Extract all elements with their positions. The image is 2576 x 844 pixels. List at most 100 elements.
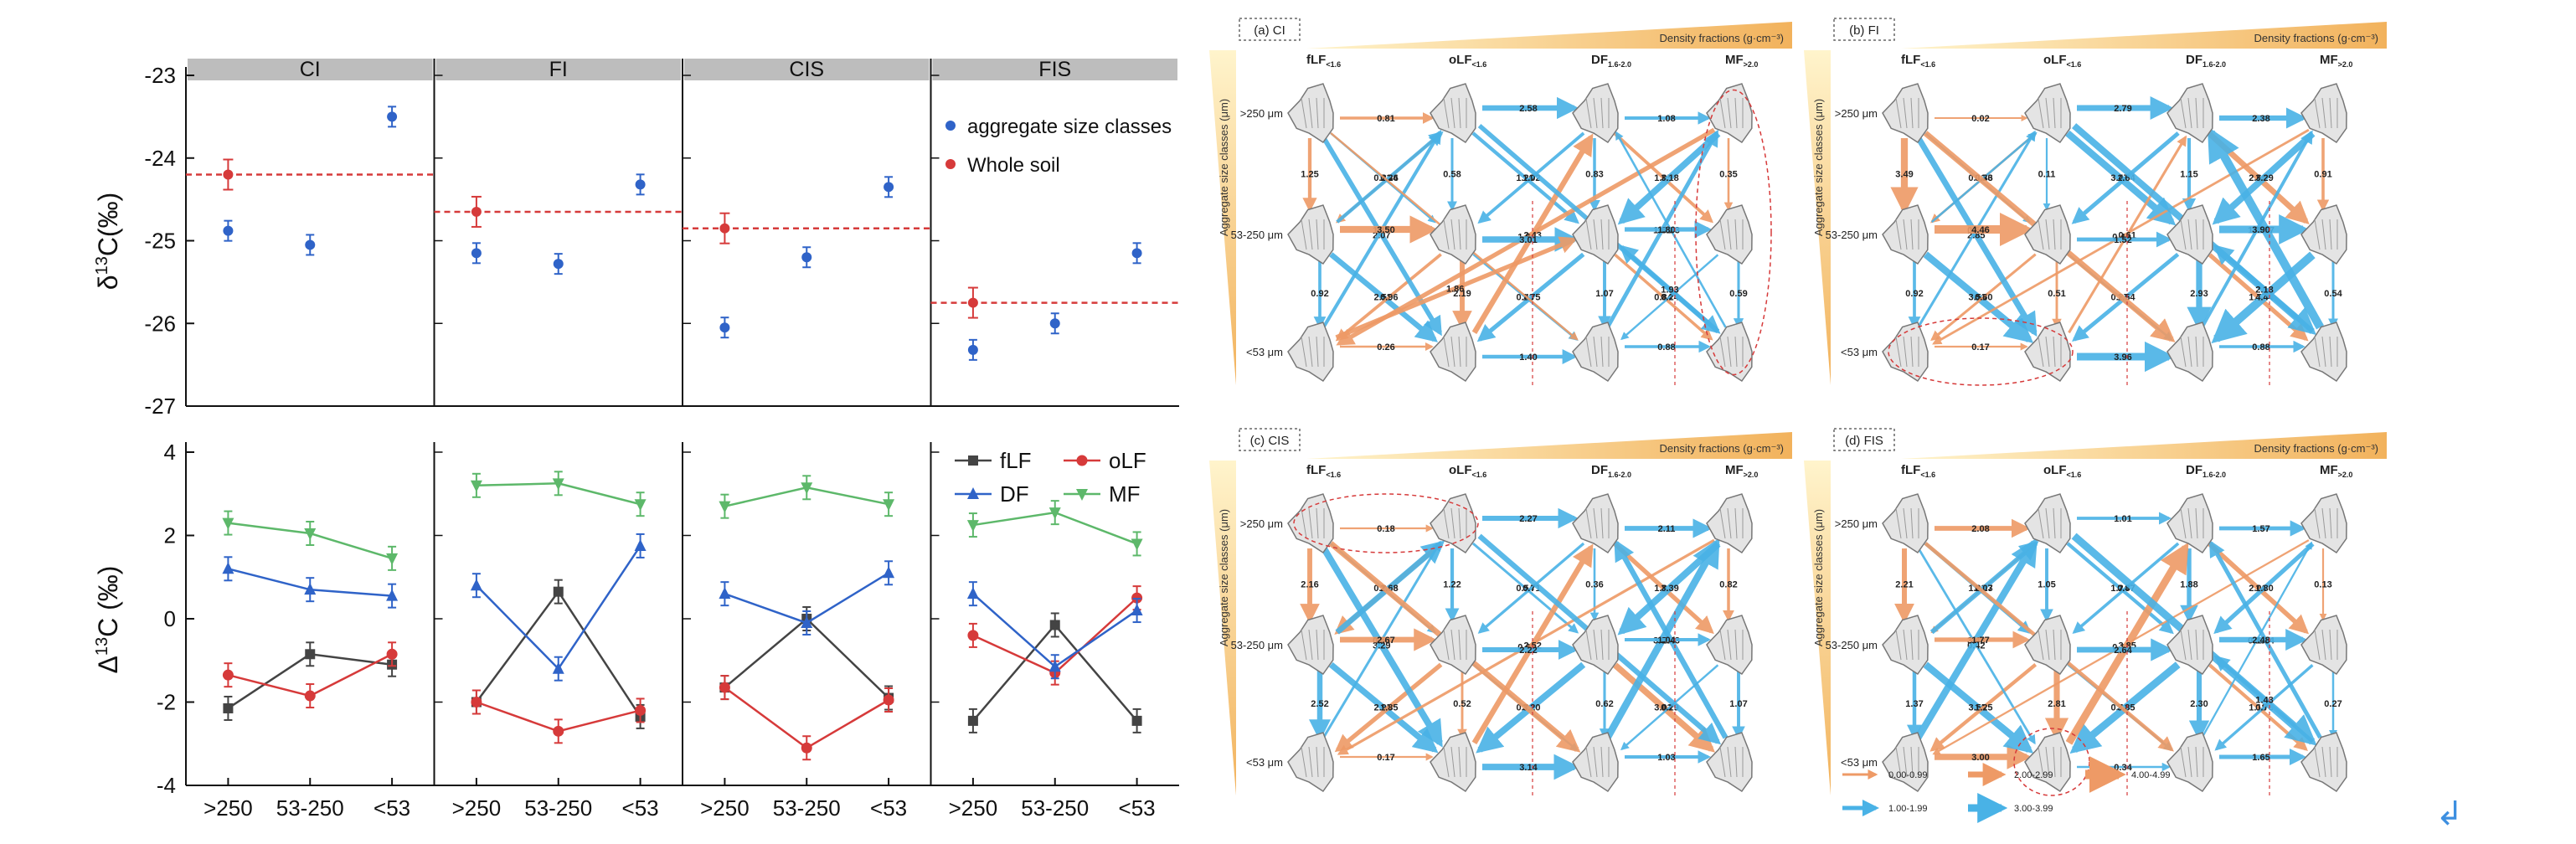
rock-texture xyxy=(1301,746,1307,778)
flow-value: 2.18 xyxy=(2255,286,2273,296)
rock-texture xyxy=(1895,97,1902,129)
flow-arrow xyxy=(2213,655,2314,744)
rock-texture xyxy=(1895,219,1902,250)
legend-label-flf: fLF xyxy=(1000,448,1032,473)
flow-value: 1.03 xyxy=(1657,753,1675,763)
density-header: Density fractions (g·cm⁻³) xyxy=(1660,32,1784,44)
flow-arrow xyxy=(1335,540,1445,635)
aggregate-node-icon xyxy=(1287,322,1334,383)
col-header-flf: fLF<1.6 xyxy=(1901,53,1935,69)
panel-header-cis xyxy=(684,59,930,80)
point-mf-fis-2 xyxy=(1131,538,1143,551)
Delta13c-plot-frame: 4 2 0 -2 -4 >250 53-250 <53 >250 53-250 <53 >250 53-… xyxy=(157,440,1179,821)
rock-texture xyxy=(1895,746,1902,778)
flow-arrow xyxy=(1476,661,1586,754)
flow-value: 0.88 xyxy=(1657,342,1675,353)
rock-texture xyxy=(1910,219,1914,250)
flow-value: 2.58 xyxy=(1519,104,1537,114)
aggregate-node-icon xyxy=(1706,204,1753,265)
flow-arrow xyxy=(2214,664,2314,751)
flow-arrow xyxy=(1617,131,1721,225)
rock-texture xyxy=(1895,507,1902,539)
whole-soil-point-ci xyxy=(223,169,234,180)
flow-value: 1.52 xyxy=(2114,235,2131,245)
panel-label: (a) CI xyxy=(1254,23,1285,38)
flow-arrow xyxy=(2211,251,2316,344)
rock-texture xyxy=(1593,629,1598,661)
rock-texture xyxy=(1910,629,1914,661)
density-gradient-bar xyxy=(1901,432,2387,459)
panel-title-fi: FI xyxy=(549,58,568,81)
flow-value: 0.13 xyxy=(2314,580,2331,590)
rock-texture xyxy=(1585,746,1592,778)
aggregate-point-fi-1 xyxy=(553,259,564,270)
x-tick-label: <53 xyxy=(1119,795,1156,821)
rock-texture xyxy=(2045,97,2050,129)
rock-texture xyxy=(2053,336,2056,368)
flow-value: 0.26 xyxy=(1377,342,1394,353)
point-df-ci-2 xyxy=(386,589,399,601)
whole-soil-point-fis xyxy=(967,297,978,308)
row-header-0: >250 μm xyxy=(1835,517,1878,530)
flow-value: 3.00 xyxy=(1971,753,1989,763)
flow-arrow xyxy=(1930,131,2038,224)
rock-texture xyxy=(2187,629,2192,661)
rock-texture xyxy=(1450,219,1455,250)
point-df-fi-1 xyxy=(552,661,564,674)
point-df-cis-0 xyxy=(719,587,731,600)
flow-arrow xyxy=(1613,132,1714,224)
point-df-fis-2 xyxy=(1131,604,1143,616)
aggregate-node-icon xyxy=(1882,615,1929,676)
rock-texture xyxy=(2321,336,2326,368)
flow-arrow xyxy=(1471,542,1579,634)
panel-label-box xyxy=(1833,428,1895,451)
flow-value: 3.18 xyxy=(1661,173,1678,183)
y-axis-title-delta: δ13C(‰) xyxy=(93,193,123,290)
rock-texture xyxy=(1308,219,1313,250)
rock-texture xyxy=(2053,507,2056,539)
aggregate-point-ci-2 xyxy=(387,111,398,122)
rock-texture xyxy=(1308,507,1313,539)
highlight-ellipse xyxy=(1293,493,1479,553)
x-tick-label: 53-250 xyxy=(773,795,841,821)
rock-texture xyxy=(1910,336,1914,368)
aggregate-node-icon xyxy=(1572,493,1619,554)
aggregate-node-icon xyxy=(2300,493,2347,554)
aggregate-node-icon xyxy=(1430,322,1476,383)
rock-texture xyxy=(1301,507,1307,539)
rock-texture xyxy=(1450,507,1455,539)
legend-range: 3.00-3.99 xyxy=(2014,804,2053,814)
flow-value: 1.88 xyxy=(2180,580,2197,590)
delta13c-plot-frame: CI FI CIS FIS -23 -24 -25 -26 -27 xyxy=(144,58,1179,419)
aggregate-point-fi-0 xyxy=(471,248,482,259)
rock-texture xyxy=(2314,629,2321,661)
density-gradient-bar xyxy=(1306,22,1792,49)
rock-texture xyxy=(1443,336,1450,368)
point-flf-ci-0 xyxy=(223,702,234,713)
aggregate-node-icon xyxy=(1287,732,1334,793)
aggregate-axis-title: Aggregate size classes (μm) xyxy=(1812,99,1825,236)
rock-texture xyxy=(2321,97,2326,129)
flow-arrow xyxy=(1337,538,1715,755)
rock-texture xyxy=(1308,746,1313,778)
rock-texture xyxy=(1600,629,1604,661)
rock-texture xyxy=(1734,507,1738,539)
flow-value: 0.36 xyxy=(1585,580,1603,590)
rock-texture xyxy=(1727,746,1732,778)
rock-texture xyxy=(2195,97,2198,129)
flow-arrow xyxy=(2212,131,2316,225)
point-df-fis-0 xyxy=(966,587,979,600)
flow-value: 2.08 xyxy=(1971,524,1989,534)
col-header-df: DF1.6-2.0 xyxy=(2186,463,2226,479)
aggregate-node-icon xyxy=(2300,615,2347,676)
rock-texture xyxy=(2053,97,2056,129)
rock-texture xyxy=(1910,97,1914,129)
flow-value: 2.27 xyxy=(1519,514,1537,524)
flow-arrow xyxy=(1932,128,2310,345)
rock-texture xyxy=(1316,746,1319,778)
aggregate-node-icon xyxy=(1882,322,1929,383)
rock-texture xyxy=(2180,629,2187,661)
panel-header-fis xyxy=(932,59,1177,80)
col-header-df: DF1.6-2.0 xyxy=(1591,463,1631,479)
col-header-olf: oLF<1.6 xyxy=(1449,463,1486,479)
